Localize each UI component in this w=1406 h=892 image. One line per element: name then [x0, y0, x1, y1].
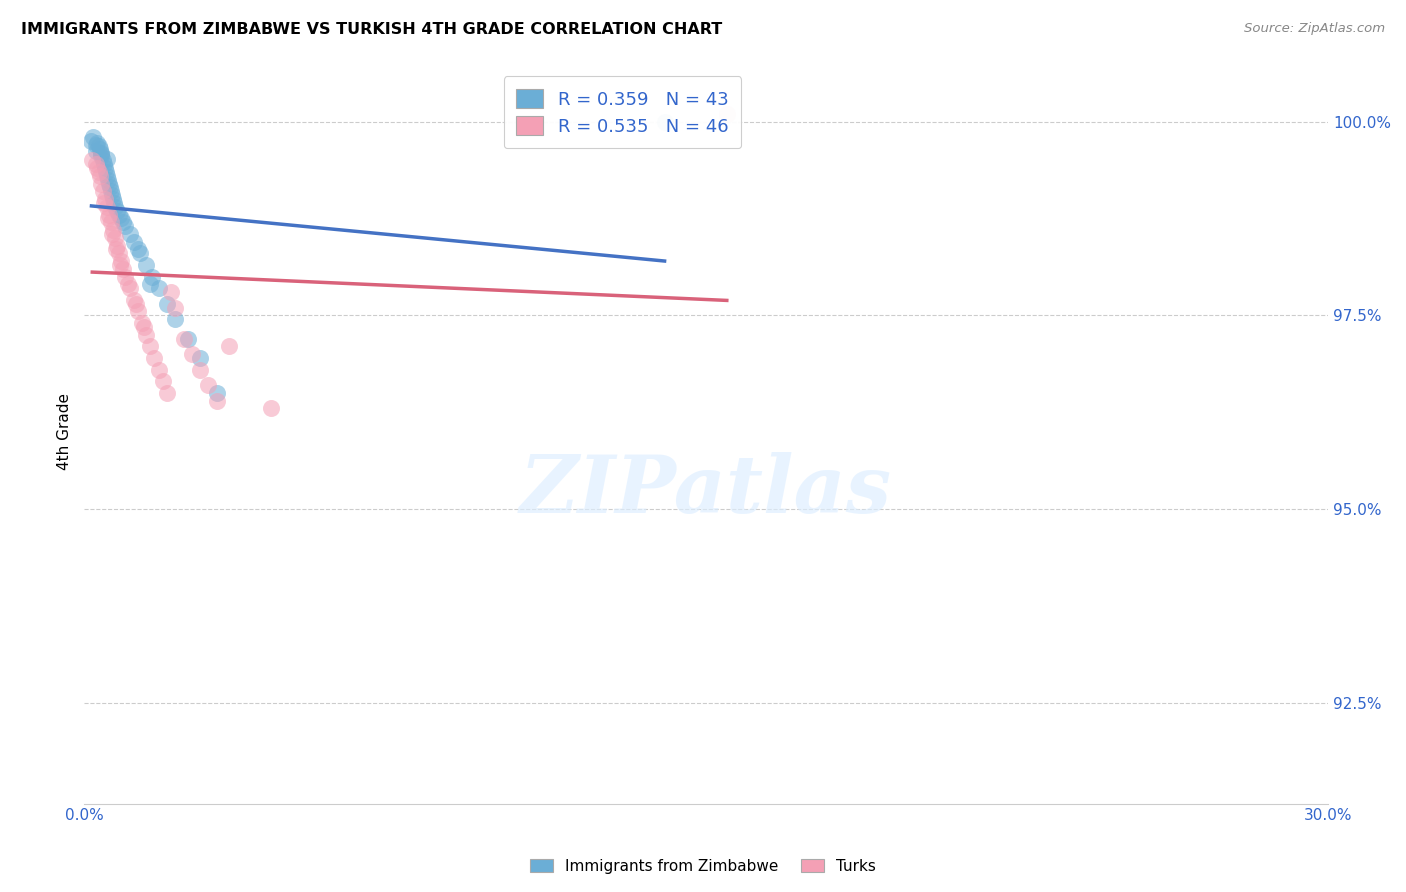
Point [105, 238, 128, 252]
Point [97, 177, 120, 191]
Point [173, 332, 195, 346]
Point [96, 200, 118, 214]
Point [101, 223, 124, 237]
Point [101, 192, 124, 206]
Point [112, 261, 135, 276]
Point [165, 301, 187, 315]
Point [127, 304, 149, 318]
Point [97, 208, 120, 222]
Point [93, 157, 115, 171]
Point [105, 243, 128, 257]
Point [93, 196, 115, 211]
Point [91, 153, 114, 168]
Point [118, 281, 141, 295]
Point [148, 281, 170, 295]
Point [97, 211, 120, 226]
Point [135, 327, 157, 342]
Point [205, 385, 228, 400]
Point [129, 246, 152, 260]
Point [100, 215, 122, 229]
Point [87, 139, 110, 153]
Point [127, 243, 149, 257]
Point [87, 165, 110, 179]
Point [114, 269, 136, 284]
Text: ZIPatlas: ZIPatlas [520, 452, 893, 530]
Point [86, 144, 108, 158]
Point [110, 211, 132, 226]
Point [139, 339, 162, 353]
Point [84, 157, 107, 171]
Point [131, 316, 153, 330]
Point [104, 200, 127, 214]
Point [188, 351, 211, 365]
Point [90, 149, 112, 163]
Y-axis label: 4th Grade: 4th Grade [58, 393, 72, 470]
Point [148, 362, 170, 376]
Point [134, 320, 156, 334]
Legend: R = 0.359   N = 43, R = 0.535   N = 46: R = 0.359 N = 43, R = 0.535 N = 46 [503, 76, 741, 148]
Point [104, 231, 127, 245]
Point [117, 277, 139, 292]
Point [160, 285, 183, 299]
Point [90, 177, 112, 191]
Point [188, 362, 211, 376]
Point [82, 130, 104, 145]
Point [80, 134, 103, 148]
Point [139, 277, 162, 292]
Point [82, 153, 104, 168]
Point [90, 145, 112, 160]
Point [165, 312, 187, 326]
Point [654, 114, 676, 128]
Point [259, 401, 281, 416]
Point [86, 136, 108, 151]
Point [108, 246, 131, 260]
Point [156, 385, 179, 400]
Point [122, 293, 145, 307]
Point [135, 258, 157, 272]
Point [98, 180, 121, 194]
Point [110, 258, 132, 272]
Point [96, 169, 118, 183]
Point [89, 142, 111, 156]
Point [156, 297, 179, 311]
Point [143, 351, 166, 365]
Point [218, 339, 240, 353]
Point [93, 192, 115, 206]
Point [97, 172, 120, 186]
Point [112, 215, 135, 229]
Point [101, 227, 124, 241]
Point [108, 208, 131, 222]
Point [103, 196, 125, 211]
Point [197, 378, 219, 392]
Point [125, 297, 148, 311]
Text: IMMIGRANTS FROM ZIMBABWE VS TURKISH 4TH GRADE CORRELATION CHART: IMMIGRANTS FROM ZIMBABWE VS TURKISH 4TH … [21, 22, 723, 37]
Point [96, 152, 118, 166]
Text: Source: ZipAtlas.com: Source: ZipAtlas.com [1244, 22, 1385, 36]
Point [86, 161, 108, 175]
Point [180, 347, 202, 361]
Point [94, 165, 117, 179]
Point [90, 147, 112, 161]
Point [91, 185, 114, 199]
Point [716, 107, 738, 121]
Point [93, 161, 115, 175]
Point [205, 393, 228, 408]
Point [114, 219, 136, 234]
Legend: Immigrants from Zimbabwe, Turks: Immigrants from Zimbabwe, Turks [523, 853, 883, 880]
Point [89, 169, 111, 183]
Point [110, 254, 132, 268]
Point [176, 332, 198, 346]
Point [105, 203, 128, 218]
Point [118, 227, 141, 241]
Point [84, 137, 107, 152]
Point [152, 374, 174, 388]
Point [141, 269, 163, 284]
Point [101, 188, 124, 202]
Point [122, 235, 145, 249]
Point [100, 185, 122, 199]
